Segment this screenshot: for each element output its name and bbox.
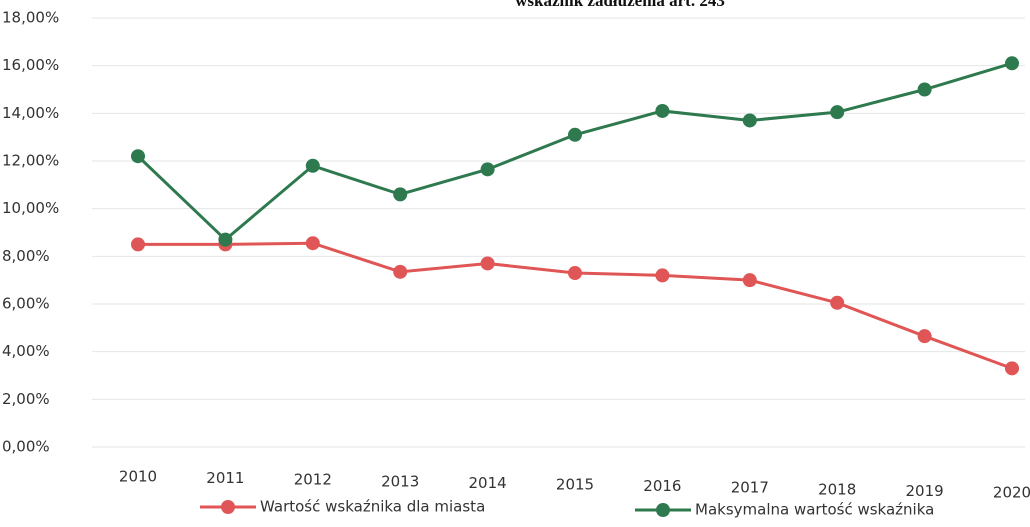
y-tick-label: 10,00% xyxy=(2,199,59,217)
data-point xyxy=(218,232,233,247)
y-tick-label: 8,00% xyxy=(2,247,50,265)
series-line xyxy=(138,241,1013,370)
data-point xyxy=(830,105,845,120)
x-tick-label: 2012 xyxy=(294,471,332,489)
data-point xyxy=(742,273,757,288)
data-point xyxy=(393,264,408,279)
data-point xyxy=(480,256,495,271)
x-tick-label: 2018 xyxy=(818,480,856,498)
data-point xyxy=(568,266,582,281)
x-tick-label: 2014 xyxy=(469,474,507,492)
x-tick-label: 2011 xyxy=(206,469,244,487)
x-tick-label: 2019 xyxy=(906,482,944,500)
data-point xyxy=(1005,361,1019,376)
y-tick-label: 0,00% xyxy=(2,438,50,456)
y-tick-label: 14,00% xyxy=(2,104,59,122)
data-point xyxy=(393,187,408,202)
data-point xyxy=(480,162,495,177)
y-tick-label: 2,00% xyxy=(2,390,50,408)
legend-marker xyxy=(656,503,670,517)
data-point xyxy=(131,149,145,164)
data-point xyxy=(742,113,757,128)
y-tick-label: 4,00% xyxy=(2,342,50,360)
legend-label: Wartość wskaźnika dla miasta xyxy=(260,498,485,516)
chart-title: wskaźnik zadłużenia art. 243 xyxy=(515,0,725,10)
data-point xyxy=(568,127,582,142)
data-point xyxy=(131,237,145,252)
data-point xyxy=(305,236,320,251)
data-point xyxy=(917,329,932,344)
data-point xyxy=(830,295,845,310)
data-point xyxy=(305,158,320,173)
data-point xyxy=(917,82,932,97)
x-tick-label: 2010 xyxy=(119,468,157,486)
series-line xyxy=(136,61,1013,242)
y-tick-label: 12,00% xyxy=(2,152,59,170)
legend-marker xyxy=(221,500,235,514)
x-tick-label: 2016 xyxy=(643,477,681,495)
y-tick-label: 16,00% xyxy=(2,56,59,74)
data-point xyxy=(1005,56,1019,71)
x-tick-label: 2017 xyxy=(731,479,769,497)
x-tick-label: 2020 xyxy=(993,484,1030,502)
y-tick-label: 6,00% xyxy=(2,295,50,313)
legend-label: Maksymalna wartość wskaźnika xyxy=(695,501,934,519)
x-tick-label: 2015 xyxy=(556,476,594,494)
x-tick-label: 2013 xyxy=(381,472,419,490)
data-point xyxy=(655,268,670,283)
y-tick-label: 18,00% xyxy=(2,9,59,27)
data-point xyxy=(655,103,670,118)
